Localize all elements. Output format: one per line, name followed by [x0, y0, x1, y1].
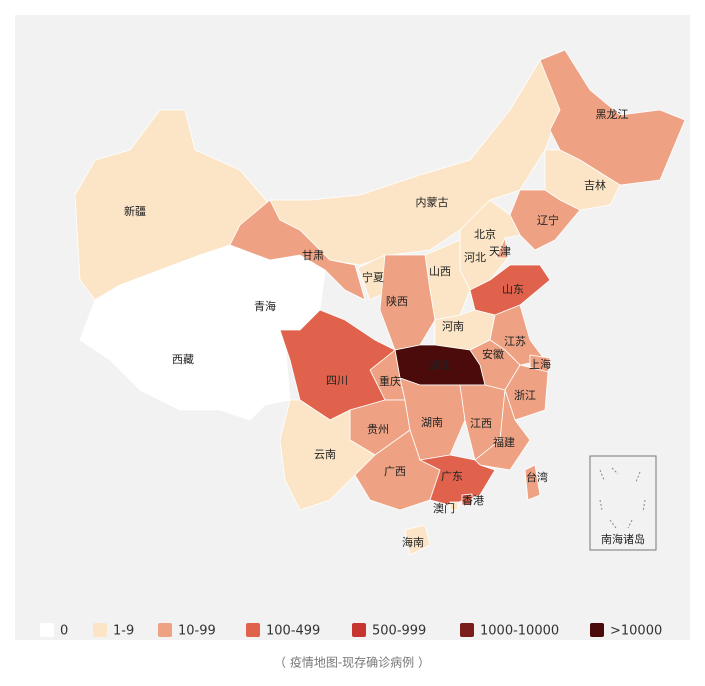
legend-label: 1-9: [113, 624, 134, 639]
inset-frame: [589, 455, 657, 551]
province-label: 山西: [429, 265, 451, 278]
legend-label: 10-99: [178, 624, 216, 639]
province-label: 北京: [474, 227, 496, 241]
province-label: 江苏: [504, 335, 526, 348]
province-label: 山东: [502, 283, 524, 296]
province-label: 广西: [384, 465, 406, 478]
legend-swatch: [590, 623, 604, 637]
province-label: 重庆: [379, 374, 401, 388]
legend-swatch: [93, 623, 107, 637]
legend-swatch: [40, 623, 54, 637]
inset-label: 南海诸岛: [601, 532, 645, 546]
province-label: 江西: [470, 417, 492, 430]
province-label: 宁夏: [362, 270, 384, 284]
province-label: 河南: [442, 320, 464, 333]
province-label: 湖北: [429, 359, 451, 372]
province-label: 福建: [493, 435, 515, 449]
province: [461, 493, 473, 506]
province-label: 台湾: [526, 470, 548, 484]
province: [524, 464, 541, 501]
inset-islands: [599, 467, 646, 529]
province: [404, 524, 431, 556]
province-label: 香港: [462, 494, 484, 507]
province-label: 陕西: [386, 294, 408, 308]
province-label: 天津: [489, 245, 511, 258]
province-label: 西藏: [172, 353, 194, 366]
province-label: 湖南: [421, 416, 443, 429]
province-label: 黑龙江: [596, 108, 629, 121]
south-sea-inset: 南海诸岛: [589, 455, 657, 551]
legend-label: 100-499: [266, 624, 320, 639]
province-label: 四川: [326, 374, 348, 387]
caption: （ 疫情地图-现存确诊病例 ）: [274, 655, 430, 670]
province: [379, 254, 436, 351]
province: [418, 454, 496, 506]
legend-label: 0: [60, 624, 68, 639]
legend-label: >10000: [610, 624, 662, 639]
legend: 0 1-9 10-99 100-499 500-999 1000-10000 >10000: [40, 623, 662, 639]
legend-swatch: [246, 623, 260, 637]
province-label: 甘肃: [302, 249, 324, 262]
province: [449, 501, 459, 511]
legend-label: 1000-10000: [480, 624, 559, 639]
province-label: 安徽: [482, 347, 504, 361]
province-label: 云南: [314, 448, 336, 461]
province-label: 辽宁: [537, 213, 559, 227]
province-label: 新疆: [124, 204, 146, 218]
legend-swatch: [460, 623, 474, 637]
legend-swatch: [158, 623, 172, 637]
province-label: 吉林: [584, 178, 606, 192]
legend-label: 500-999: [372, 624, 426, 639]
province-label: 澳门: [433, 501, 455, 515]
province-label: 内蒙古: [416, 195, 449, 209]
province-label: 河北: [464, 251, 486, 264]
province-label: 海南: [402, 535, 424, 549]
legend-swatch: [352, 623, 366, 637]
province: [539, 49, 686, 186]
province-label: 青海: [254, 299, 276, 313]
province-label: 贵州: [367, 423, 389, 436]
province-label: 上海: [529, 357, 551, 371]
province-label: 广东: [441, 470, 463, 483]
province-label: 浙江: [514, 389, 536, 402]
